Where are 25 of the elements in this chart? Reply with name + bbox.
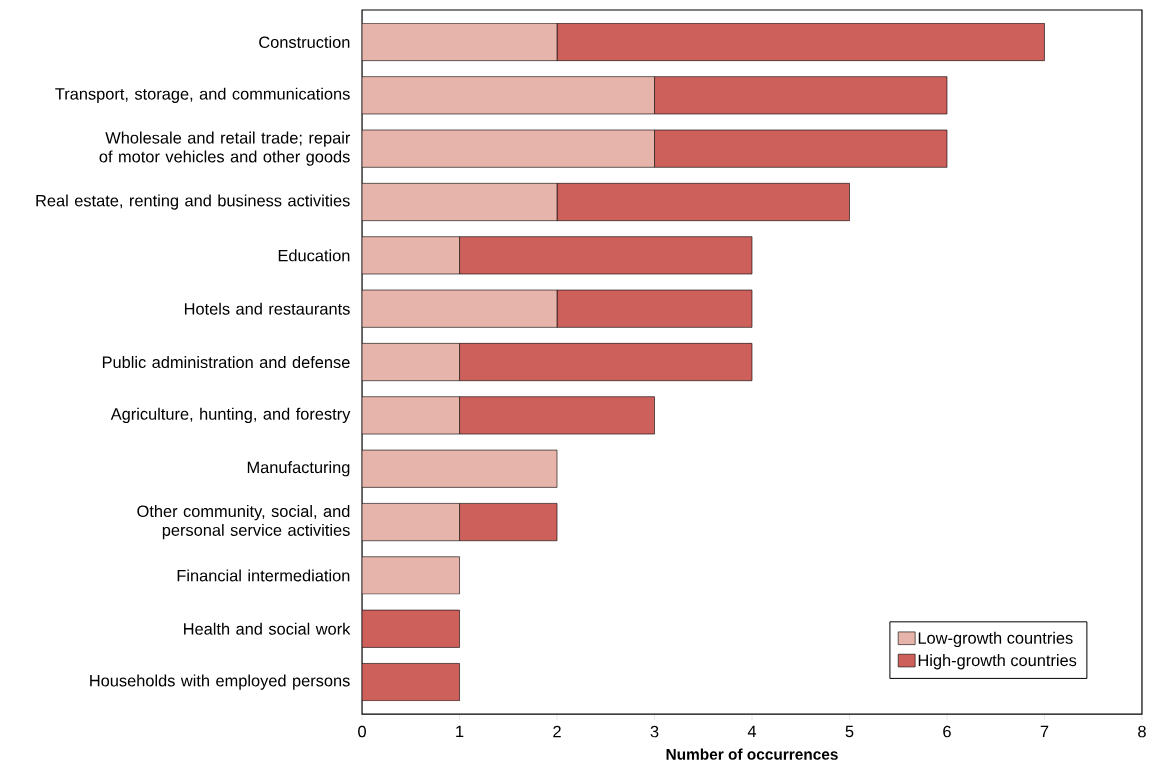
y-tick-label: Construction [259, 36, 350, 49]
x-tick-label: 1 [456, 725, 464, 738]
legend-label: Low-growth countries [918, 631, 1073, 648]
y-tick-label: Hotels and restaurants [184, 302, 350, 315]
x-tick-label: 8 [1138, 725, 1146, 738]
y-tick-label: Real estate, renting and business activities [36, 194, 350, 210]
y-tick-label: Manufacturing [247, 461, 350, 477]
x-tick-label: 5 [845, 725, 854, 738]
x-tick-label: 2 [553, 725, 561, 738]
y-tick-label: Education [278, 249, 350, 262]
x-tick-label: 4 [747, 725, 757, 738]
x-axis-title: Number of occurrences [666, 748, 838, 760]
x-tick-label: 3 [650, 725, 659, 738]
y-tick-label: Households with employed persons [90, 674, 350, 690]
y-tick-label: Health and social work [184, 622, 351, 635]
y-tick-label: Other community, social, and personal service activities [137, 505, 350, 540]
y-tick-label: Agriculture, hunting, and forestry [110, 407, 351, 424]
y-tick-label: Wholesale and retail trade; repair of motor vehicles and other goods [99, 131, 351, 166]
x-tick-label: 0 [358, 725, 366, 738]
y-tick-label: Public administration and defense [102, 356, 350, 369]
y-tick-label: Financial intermediation [177, 569, 350, 582]
legend-label: High-growth countries [918, 654, 1077, 670]
x-tick-label: 7 [1040, 725, 1049, 738]
y-tick-label: Transport, storage, and communications [55, 87, 350, 103]
x-tick-label: 6 [943, 725, 951, 738]
